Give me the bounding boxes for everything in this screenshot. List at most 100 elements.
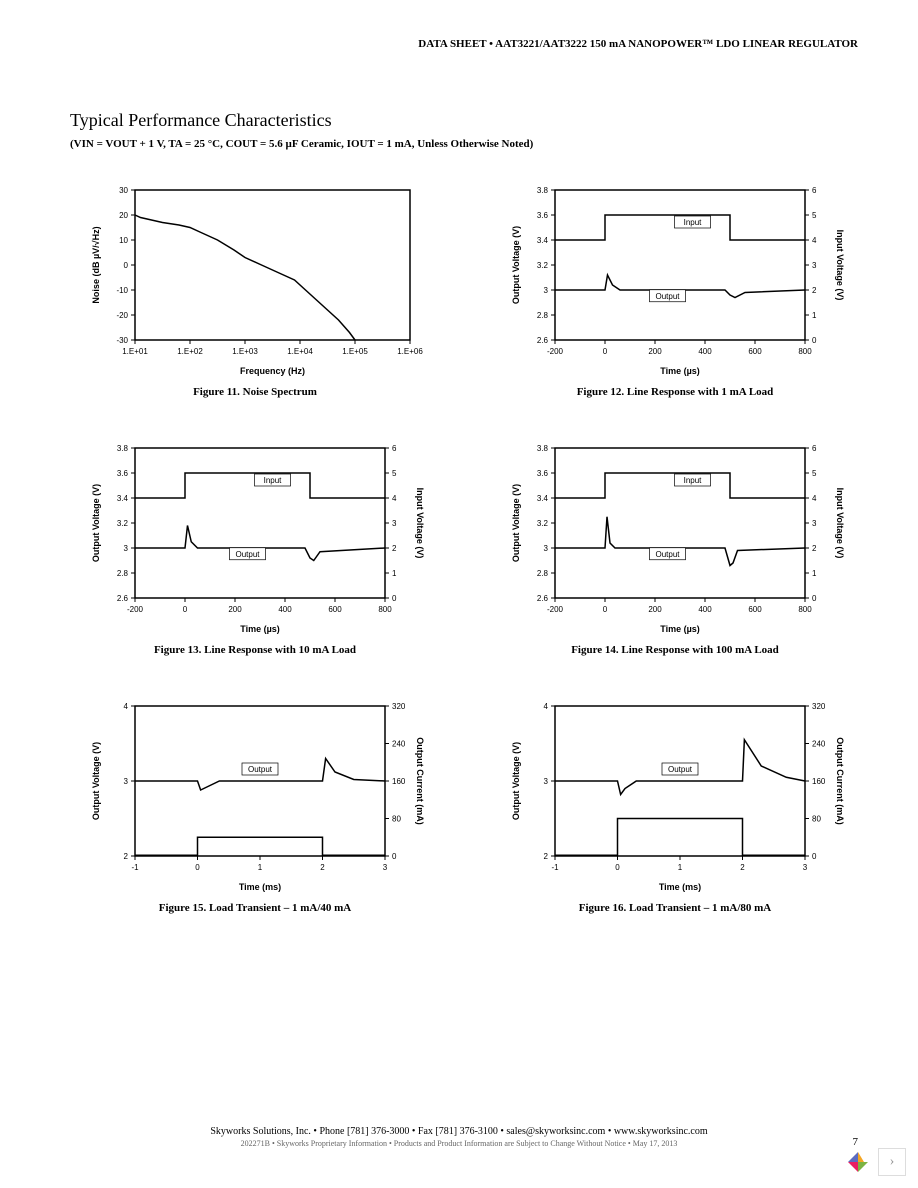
svg-text:4: 4	[544, 702, 549, 711]
svg-text:2: 2	[124, 852, 129, 861]
svg-text:400: 400	[278, 605, 292, 614]
svg-text:-20: -20	[116, 311, 128, 320]
svg-text:800: 800	[378, 605, 392, 614]
svg-text:0: 0	[183, 605, 188, 614]
svg-text:2: 2	[320, 863, 325, 872]
svg-text:0: 0	[603, 347, 608, 356]
svg-text:200: 200	[228, 605, 242, 614]
svg-text:2.8: 2.8	[537, 311, 549, 320]
svg-text:2: 2	[812, 286, 817, 295]
fig12-caption: Figure 12. Line Response with 1 mA Load	[490, 386, 860, 398]
svg-text:400: 400	[698, 347, 712, 356]
svg-text:Frequency (Hz): Frequency (Hz)	[240, 366, 305, 376]
svg-text:3: 3	[383, 863, 388, 872]
svg-text:-1: -1	[551, 863, 559, 872]
svg-text:Time (µs): Time (µs)	[660, 366, 700, 376]
svg-text:1: 1	[812, 569, 817, 578]
svg-text:-30: -30	[116, 336, 128, 345]
fig14-chart: -20002004006008002.62.833.23.43.63.80123…	[505, 438, 845, 638]
svg-text:Time (ms): Time (ms)	[239, 882, 281, 892]
svg-text:1: 1	[812, 311, 817, 320]
svg-text:Time (µs): Time (µs)	[240, 624, 280, 634]
svg-text:3: 3	[124, 544, 129, 553]
svg-text:3.6: 3.6	[537, 211, 549, 220]
svg-text:-200: -200	[547, 347, 564, 356]
svg-text:200: 200	[648, 605, 662, 614]
svg-text:1.E+05: 1.E+05	[342, 347, 368, 356]
svg-text:Output Voltage (V): Output Voltage (V)	[91, 742, 101, 820]
charts-grid: 1.E+011.E+021.E+031.E+041.E+051.E+06-30-…	[70, 180, 860, 954]
svg-text:Output Current (mA): Output Current (mA)	[835, 737, 845, 825]
svg-text:4: 4	[124, 702, 129, 711]
svg-text:3.2: 3.2	[537, 261, 549, 270]
svg-text:-10: -10	[116, 286, 128, 295]
svg-text:80: 80	[392, 815, 401, 824]
svg-text:2: 2	[544, 852, 549, 861]
svg-text:Input: Input	[684, 218, 703, 227]
svg-text:10: 10	[119, 236, 128, 245]
svg-text:1.E+03: 1.E+03	[232, 347, 258, 356]
svg-text:Time (ms): Time (ms)	[659, 882, 701, 892]
svg-text:3.2: 3.2	[537, 519, 549, 528]
svg-text:6: 6	[812, 444, 817, 453]
svg-text:3: 3	[124, 777, 129, 786]
fig13-cell: -20002004006008002.62.833.23.43.63.80123…	[70, 438, 440, 656]
header-text: DATA SHEET • AAT3221/AAT3222 150 mA NANO…	[418, 38, 858, 50]
fig13-chart: -20002004006008002.62.833.23.43.63.80123…	[85, 438, 425, 638]
svg-text:Output Voltage (V): Output Voltage (V)	[91, 484, 101, 562]
svg-text:2.6: 2.6	[537, 336, 549, 345]
svg-text:4: 4	[392, 494, 397, 503]
svg-text:240: 240	[812, 740, 826, 749]
svg-text:3.2: 3.2	[117, 519, 129, 528]
chart-row-1: 1.E+011.E+021.E+031.E+041.E+051.E+06-30-…	[70, 180, 860, 398]
svg-text:0: 0	[812, 852, 817, 861]
svg-text:1.E+01: 1.E+01	[122, 347, 148, 356]
next-page-button[interactable]: ›	[878, 1148, 906, 1176]
svg-text:2.6: 2.6	[537, 594, 549, 603]
svg-text:3.4: 3.4	[117, 494, 129, 503]
svg-text:320: 320	[812, 702, 826, 711]
svg-text:Input Voltage (V): Input Voltage (V)	[415, 488, 425, 559]
svg-text:Output Current (mA): Output Current (mA)	[415, 737, 425, 825]
svg-text:240: 240	[392, 740, 406, 749]
fig15-chart: -10123234080160240320OutputTime (ms)Outp…	[85, 696, 425, 896]
svg-text:3.6: 3.6	[117, 469, 129, 478]
svg-text:3: 3	[812, 261, 817, 270]
svg-text:-200: -200	[547, 605, 564, 614]
svg-text:3.4: 3.4	[537, 236, 549, 245]
svg-text:3.8: 3.8	[117, 444, 129, 453]
svg-text:3: 3	[812, 519, 817, 528]
svg-text:800: 800	[798, 347, 812, 356]
svg-text:2: 2	[740, 863, 745, 872]
page-number: 7	[853, 1136, 859, 1148]
fig13-caption: Figure 13. Line Response with 10 mA Load	[70, 644, 440, 656]
svg-text:2.6: 2.6	[117, 594, 129, 603]
svg-text:Input Voltage (V): Input Voltage (V)	[835, 230, 845, 301]
svg-text:Input Voltage (V): Input Voltage (V)	[835, 488, 845, 559]
fig11-chart: 1.E+011.E+021.E+031.E+041.E+051.E+06-30-…	[85, 180, 425, 380]
svg-text:-1: -1	[131, 863, 139, 872]
svg-text:Output Voltage (V): Output Voltage (V)	[511, 742, 521, 820]
svg-text:6: 6	[392, 444, 397, 453]
svg-text:3.4: 3.4	[537, 494, 549, 503]
footer-line1: Skyworks Solutions, Inc. • Phone [781] 3…	[0, 1126, 918, 1137]
svg-text:2.8: 2.8	[117, 569, 129, 578]
svg-text:Output: Output	[655, 550, 680, 559]
svg-text:160: 160	[392, 777, 406, 786]
fig12-chart: -20002004006008002.62.833.23.43.63.80123…	[505, 180, 845, 380]
svg-text:30: 30	[119, 186, 128, 195]
svg-text:3: 3	[803, 863, 808, 872]
fig14-cell: -20002004006008002.62.833.23.43.63.80123…	[490, 438, 860, 656]
svg-text:1.E+06: 1.E+06	[397, 347, 423, 356]
fig16-cell: -10123234080160240320OutputTime (ms)Outp…	[490, 696, 860, 914]
svg-text:Output: Output	[235, 550, 260, 559]
svg-text:1: 1	[258, 863, 263, 872]
fig16-caption: Figure 16. Load Transient – 1 mA/80 mA	[490, 902, 860, 914]
svg-text:320: 320	[392, 702, 406, 711]
svg-text:400: 400	[698, 605, 712, 614]
svg-text:1.E+02: 1.E+02	[177, 347, 203, 356]
svg-text:1: 1	[392, 569, 397, 578]
svg-text:20: 20	[119, 211, 128, 220]
svg-text:Output: Output	[655, 292, 680, 301]
viewer-widget: ›	[844, 1148, 906, 1176]
